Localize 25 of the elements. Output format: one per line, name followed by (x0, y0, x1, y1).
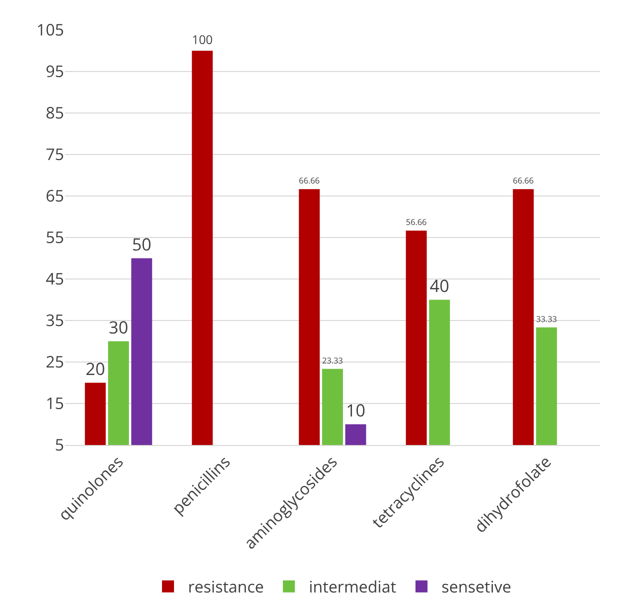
data-label: 50 (132, 232, 152, 256)
legend-label: sensetive (441, 576, 512, 598)
y-tick-label: 45 (46, 268, 64, 290)
y-tick-label: 65 (46, 184, 64, 207)
data-label: 20 (86, 356, 106, 380)
y-tick-label: 35 (46, 309, 64, 332)
data-label: 66.66 (298, 176, 320, 187)
y-tick-label: 85 (46, 102, 64, 124)
legend-label: resistance (188, 576, 264, 598)
data-label: 56.66 (406, 217, 428, 228)
y-tick-label: 15 (46, 392, 64, 414)
data-label: 33.33 (536, 314, 558, 326)
y-tick-label: 25 (46, 350, 64, 373)
y-tick-label: 75 (46, 143, 64, 166)
y-tick-label: 95 (46, 60, 64, 82)
data-label: 66.66 (512, 176, 534, 187)
y-tick-label: 105 (36, 18, 64, 41)
y-tick-label: 55 (46, 226, 64, 248)
data-label: 30 (108, 315, 128, 338)
data-label: 23.33 (322, 356, 344, 367)
data-label: 100 (192, 31, 213, 48)
y-tick-label: 5 (54, 434, 64, 456)
data-label: 40 (430, 274, 450, 297)
data-label: 10 (346, 398, 366, 422)
legend-label: intermediat (308, 576, 396, 598)
